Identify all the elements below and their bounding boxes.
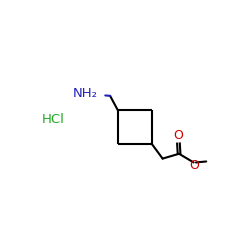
Text: HCl: HCl [42,113,65,126]
Text: O: O [173,129,183,142]
Text: NH₂: NH₂ [72,87,98,100]
Text: O: O [190,159,199,172]
